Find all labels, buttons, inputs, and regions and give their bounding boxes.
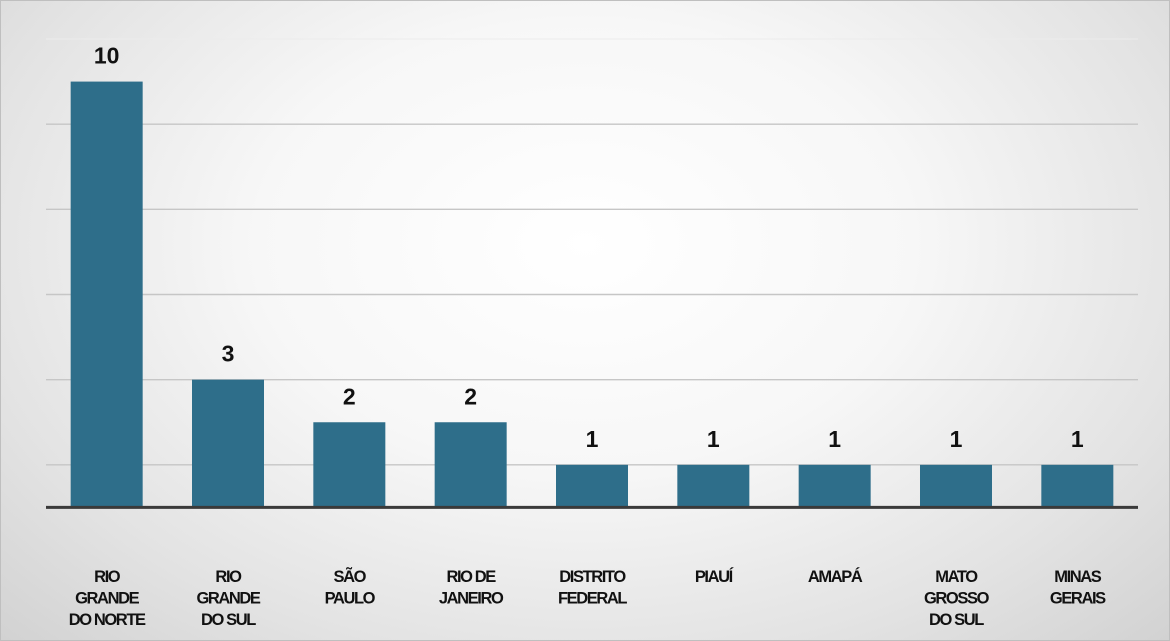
bar <box>313 422 386 508</box>
data-label: 2 <box>464 383 477 409</box>
bar <box>556 464 628 508</box>
bar <box>70 81 143 508</box>
x-tick-label: MINAS GERAIS <box>1050 568 1106 608</box>
x-tick-label: PIAUÍ <box>695 567 734 586</box>
x-tick-label: RIO DE JANEIRO <box>439 568 504 608</box>
data-label: 1 <box>586 426 599 452</box>
data-label: 1 <box>950 426 963 452</box>
bar <box>434 422 507 508</box>
data-label: 1 <box>828 426 841 452</box>
x-tick-label: SÃO PAULO <box>325 566 376 608</box>
bar <box>920 464 992 508</box>
data-label: 1 <box>1071 426 1084 452</box>
x-tick-label: RIO GRANDE DO SUL <box>196 568 260 629</box>
data-label: 1 <box>707 426 720 452</box>
bars <box>70 81 1114 508</box>
data-label: 2 <box>343 383 356 409</box>
bar <box>677 464 750 508</box>
bar <box>798 464 871 508</box>
x-tick-label: AMAPÁ <box>808 567 863 586</box>
bar <box>192 379 264 508</box>
data-labels: 10 3 2 2 1 1 1 1 1 <box>94 43 1084 452</box>
x-tick-labels: RIO GRANDE DO NORTE RIO GRANDE DO SUL SÃO PAULO… <box>69 566 1108 629</box>
data-label: 10 <box>94 43 120 69</box>
bar <box>1041 464 1114 508</box>
data-label: 3 <box>222 341 235 367</box>
x-tick-label: DISTRITO FEDERAL <box>558 568 627 608</box>
x-tick-label: MATO GROSSO DO SUL <box>924 568 990 629</box>
x-tick-label: RIO GRANDE DO NORTE <box>69 568 146 629</box>
